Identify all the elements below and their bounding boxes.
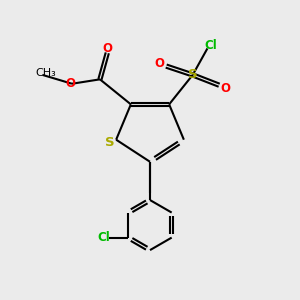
Text: O: O bbox=[65, 77, 76, 90]
Text: Cl: Cl bbox=[204, 39, 217, 52]
Text: Cl: Cl bbox=[98, 231, 110, 244]
Text: O: O bbox=[155, 57, 165, 70]
Text: S: S bbox=[188, 68, 197, 81]
Text: O: O bbox=[221, 82, 231, 95]
Text: CH₃: CH₃ bbox=[35, 68, 56, 78]
Text: S: S bbox=[105, 136, 115, 148]
Text: O: O bbox=[102, 42, 112, 55]
